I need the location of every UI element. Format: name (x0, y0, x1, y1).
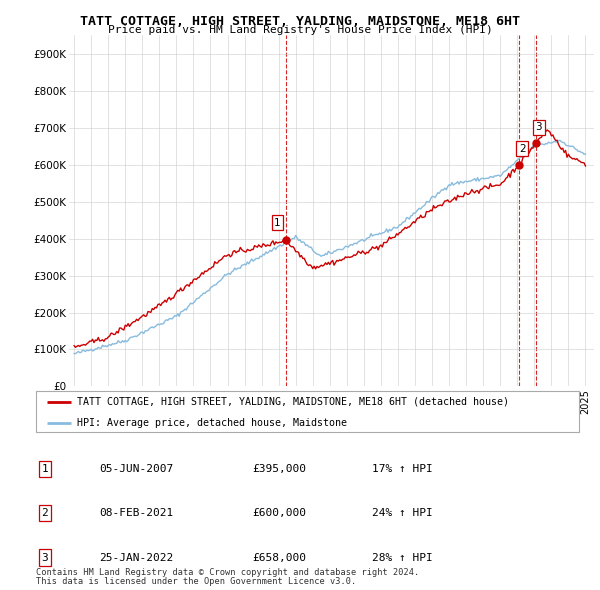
Text: 08-FEB-2021: 08-FEB-2021 (99, 509, 173, 518)
Text: TATT COTTAGE, HIGH STREET, YALDING, MAIDSTONE, ME18 6HT (detached house): TATT COTTAGE, HIGH STREET, YALDING, MAID… (77, 396, 509, 407)
Text: HPI: Average price, detached house, Maidstone: HPI: Average price, detached house, Maid… (77, 418, 347, 428)
Text: 05-JUN-2007: 05-JUN-2007 (99, 464, 173, 474)
Text: 1: 1 (274, 218, 281, 228)
Text: Price paid vs. HM Land Registry's House Price Index (HPI): Price paid vs. HM Land Registry's House … (107, 25, 493, 35)
Text: 17% ↑ HPI: 17% ↑ HPI (372, 464, 433, 474)
Text: 25-JAN-2022: 25-JAN-2022 (99, 553, 173, 562)
Text: 3: 3 (536, 122, 542, 132)
Text: Contains HM Land Registry data © Crown copyright and database right 2024.: Contains HM Land Registry data © Crown c… (36, 568, 419, 577)
Text: £658,000: £658,000 (252, 553, 306, 562)
Text: TATT COTTAGE, HIGH STREET, YALDING, MAIDSTONE, ME18 6HT: TATT COTTAGE, HIGH STREET, YALDING, MAID… (80, 15, 520, 28)
Text: 28% ↑ HPI: 28% ↑ HPI (372, 553, 433, 562)
Text: 24% ↑ HPI: 24% ↑ HPI (372, 509, 433, 518)
Text: 3: 3 (41, 553, 49, 562)
Text: £600,000: £600,000 (252, 509, 306, 518)
Text: This data is licensed under the Open Government Licence v3.0.: This data is licensed under the Open Gov… (36, 578, 356, 586)
Text: 2: 2 (519, 143, 526, 153)
FancyBboxPatch shape (36, 391, 579, 432)
Text: 1: 1 (41, 464, 49, 474)
Text: £395,000: £395,000 (252, 464, 306, 474)
Text: 2: 2 (41, 509, 49, 518)
